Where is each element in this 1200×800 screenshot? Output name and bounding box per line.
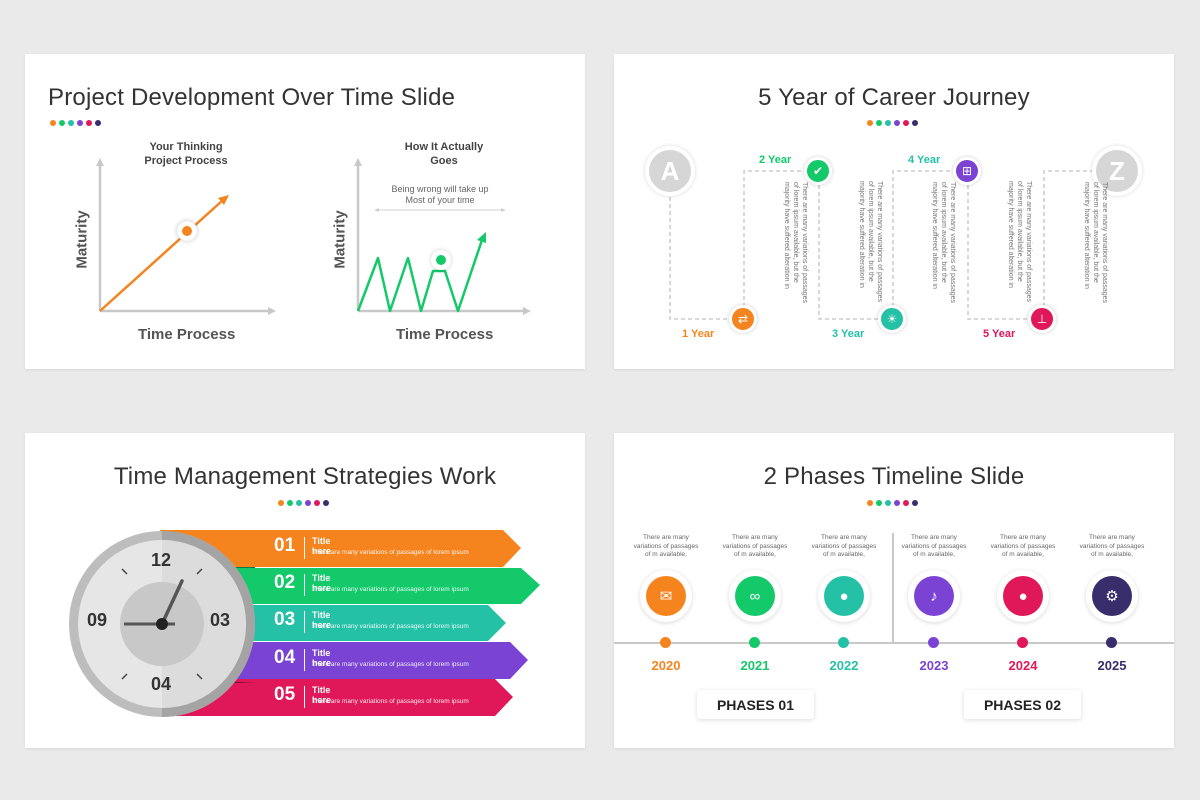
step-year-label: 2 Year xyxy=(759,154,792,166)
parrot-icon: ♪ xyxy=(914,576,954,616)
timeline-dot xyxy=(749,637,760,648)
clock-number-12: 12 xyxy=(151,550,172,570)
milestone-year: 2023 xyxy=(919,658,949,673)
apple-icon: ● xyxy=(1003,576,1043,616)
color-dots xyxy=(278,500,329,506)
shuffle-icon: ⇄ xyxy=(729,305,757,333)
milestone-text: There are many variations of passages of m… xyxy=(901,534,967,558)
chart-note: Being wrong will take up Most of your ti… xyxy=(391,184,489,205)
step-year-label: 3 Year xyxy=(832,328,865,340)
slide-project-development[interactable]: Project Development Over Time Slide Your… xyxy=(25,54,585,369)
step-year-label: 4 Year xyxy=(908,154,941,166)
piggy-bank-icon: ● xyxy=(824,576,864,616)
gear-icon: ⚙ xyxy=(1092,576,1132,616)
y-axis-label: Maturity xyxy=(331,210,349,269)
charts-graphic xyxy=(96,158,531,315)
pushpin-icon: ⊥ xyxy=(1028,305,1056,333)
clock-number-04: 04 xyxy=(151,674,172,694)
slide-career-journey[interactable]: 5 Year of Career Journey A Z ⇄ 1 Year Th… xyxy=(614,54,1174,369)
divider xyxy=(304,649,305,671)
slide-title: 2 Phases Timeline Slide xyxy=(763,463,1025,490)
milestone-icon-2022: ● xyxy=(818,570,870,622)
shopping-cart-icon: ⊞ xyxy=(953,157,981,185)
divider xyxy=(304,611,305,633)
clock-number-03: 03 xyxy=(210,610,231,630)
milestone-text: There are many variations of passages of m… xyxy=(811,534,877,558)
slide-phases-timeline[interactable]: 2 Phases Timeline Slide There are many va… xyxy=(614,433,1174,748)
milestone-year: 2022 xyxy=(829,658,859,673)
milestone-icon-2021: ∞ xyxy=(729,570,781,622)
end-circle: Z xyxy=(1092,146,1142,196)
milestone-year: 2024 xyxy=(1008,658,1038,673)
step-description: There are many variations of passages of… xyxy=(1083,182,1108,304)
milestone-text: There are many variations of passages of m… xyxy=(990,534,1056,558)
lightbulb-icon: ☀ xyxy=(878,305,906,333)
journey-path xyxy=(669,170,1109,320)
thumbs-up-icon: ✔ xyxy=(804,157,832,185)
milestone-text: There are many variations of passages of m… xyxy=(633,534,699,558)
start-circle: A xyxy=(645,146,695,196)
milestone-text: There are many variations of passages of m… xyxy=(1079,534,1145,558)
milestone-text: There are many variations of passages of m… xyxy=(722,534,788,558)
color-dots xyxy=(867,500,918,506)
color-dots xyxy=(867,120,918,126)
divider xyxy=(304,537,305,559)
slide-title: 5 Year of Career Journey xyxy=(758,84,1030,111)
step-year-label: 5 Year xyxy=(983,328,1016,340)
slide-title: Project Development Over Time Slide xyxy=(48,84,456,111)
x-axis-label: Time Process xyxy=(138,326,236,343)
clock-number-09: 09 xyxy=(87,610,108,630)
phase-1-button[interactable]: PHASES 01 xyxy=(697,690,814,719)
timeline-dot xyxy=(1017,637,1028,648)
timeline-dot xyxy=(838,637,849,648)
step-description: There are many variations of passages of… xyxy=(858,181,883,303)
timeline-dot xyxy=(660,637,671,648)
timeline-dot xyxy=(928,637,939,648)
milestone-year: 2020 xyxy=(651,658,681,673)
chart-caption-actual: How It Actually Goes xyxy=(404,141,484,167)
slide-time-management[interactable]: Time Management Strategies Work 12 03 04… xyxy=(25,433,585,748)
phase-2-button[interactable]: PHASES 02 xyxy=(964,690,1081,719)
color-dots xyxy=(50,120,101,126)
milestone-year: 2025 xyxy=(1097,658,1127,673)
milestone-icon-2023: ♪ xyxy=(908,570,960,622)
milestone-icon-2020: ✉ xyxy=(640,570,692,622)
step-year-label: 1 Year xyxy=(682,328,715,340)
divider xyxy=(304,686,305,708)
slide-title: Time Management Strategies Work xyxy=(113,463,497,490)
timeline-dot xyxy=(1106,637,1117,648)
step-description: There are many variations of passages of… xyxy=(931,182,956,304)
chart-caption-thinking: Your Thinking Project Process xyxy=(144,141,228,167)
milestone-icon-2024: ● xyxy=(997,570,1049,622)
timeline-axis xyxy=(614,642,1174,644)
step-description: There are many variations of passages of… xyxy=(1007,181,1032,303)
x-axis-label: Time Process xyxy=(396,326,494,343)
phase-divider xyxy=(892,533,894,643)
step-description: There are many variations of passages of… xyxy=(783,182,808,304)
megaphone-icon: ✉ xyxy=(646,576,686,616)
clock-graphic xyxy=(69,531,255,717)
ribbons-graphic xyxy=(160,530,540,716)
broken-link-icon: ∞ xyxy=(735,576,775,616)
milestone-icon-2025: ⚙ xyxy=(1086,570,1138,622)
y-axis-label: Maturity xyxy=(73,210,91,269)
milestone-year: 2021 xyxy=(740,658,770,673)
divider xyxy=(304,574,305,596)
